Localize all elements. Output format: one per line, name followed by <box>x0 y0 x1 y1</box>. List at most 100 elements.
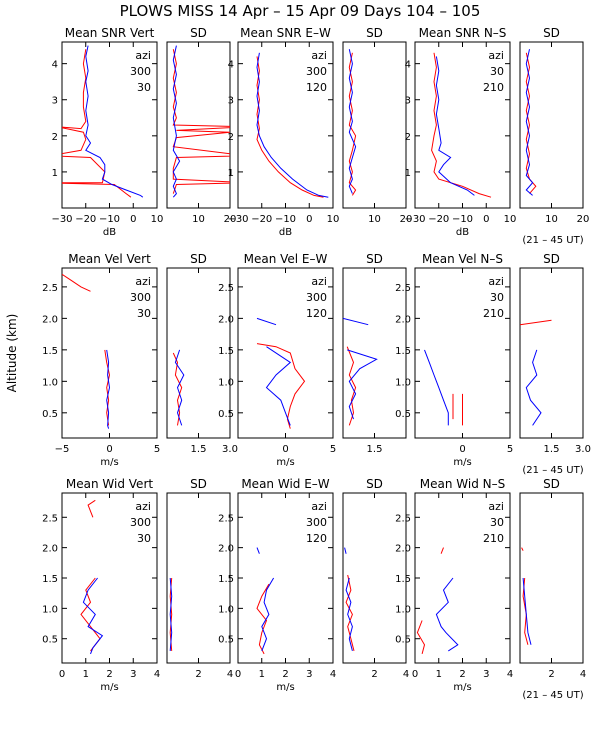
series-group <box>256 52 329 198</box>
series-line-210 <box>525 349 542 426</box>
x-tick-label: 1 <box>259 669 265 680</box>
panel-title: Mean Vel E–W <box>244 252 328 266</box>
y-tick-label: 4 <box>228 60 234 71</box>
x-axis-label: dB <box>279 227 292 238</box>
x-tick-label: 2 <box>548 669 554 680</box>
series-line-30 <box>525 52 537 194</box>
legend-entry-300: 300 <box>306 516 327 529</box>
panel-title: SD <box>366 26 383 40</box>
x-axis-label: dB <box>103 227 116 238</box>
panel-snr-ew-sd: SD 10 20 <box>342 26 413 225</box>
y-tick-label: 1.0 <box>218 377 234 388</box>
legend-title: azi <box>488 49 504 62</box>
y-tick-label: 1.0 <box>395 604 411 615</box>
panel-wid-ns-sd: SD 2 4 <box>519 477 586 680</box>
x-tick-label: −10 <box>99 214 120 225</box>
y-tick-label: 4 <box>52 60 58 71</box>
series-line-210 <box>435 577 459 652</box>
panel-title: Mean Wid E–W <box>241 477 329 491</box>
panel-title: SD <box>190 252 207 266</box>
panel-wid-ew-main: Mean Wid E–W 0 1 2 3 4 0.5 1.0 1.5 2.0 2.5 m/s azi 30… <box>218 477 336 693</box>
x-tick-label: 4 <box>330 669 336 680</box>
panel-snr-vert-sd: SD 10 20 <box>166 26 236 225</box>
legend-entry-120: 120 <box>306 532 327 545</box>
ut-note: (21 – 45 UT) <box>522 690 583 701</box>
x-tick-label: 3 <box>483 669 489 680</box>
x-tick-label: 5 <box>330 444 336 455</box>
series-group <box>80 499 104 655</box>
y-tick-label: 4 <box>405 60 411 71</box>
y-tick-label: 1 <box>405 168 411 179</box>
panel-wid-ew-sd: SD 2 4 <box>342 477 409 680</box>
x-tick-label: 3 <box>130 669 136 680</box>
x-tick-label: 4 <box>580 669 586 680</box>
legend-entry-300: 300 <box>130 65 151 78</box>
x-tick-label: 0 <box>483 214 489 225</box>
panel-wid-ns-main: Mean Wid N–S 0 1 2 3 4 0.5 1.0 1.5 2.0 2.5 m/s azi 30… <box>395 477 513 693</box>
x-tick-label: 4 <box>227 669 233 680</box>
series-line-30 <box>431 52 492 198</box>
series-line-300 <box>62 273 111 426</box>
x-tick-label: 4 <box>403 669 409 680</box>
x-tick-label: 0 <box>412 669 418 680</box>
y-tick-label: 3 <box>405 96 411 107</box>
y-tick-label: 2.0 <box>218 314 234 325</box>
x-tick-label: 20 <box>400 214 413 225</box>
series-line-120 <box>344 547 353 652</box>
y-tick-label: 0.5 <box>218 409 234 420</box>
x-tick-label: −10 <box>275 214 296 225</box>
series-line-300 <box>256 343 306 429</box>
series-line-120 <box>348 49 357 194</box>
x-tick-label: 3 <box>306 669 312 680</box>
y-tick-label: 2.0 <box>42 544 58 555</box>
x-tick-label: −5 <box>55 444 70 455</box>
series-line-210 <box>435 56 475 196</box>
panel-title: SD <box>190 26 207 40</box>
x-tick-label: 0 <box>306 214 312 225</box>
x-axis-label: m/s <box>276 457 294 468</box>
panel-vel-ns-main: Mean Vel N–S 0 5 0.5 1.0 1.5 2.0 2.5 m/s azi 30 210 <box>395 252 513 468</box>
x-tick-label: 0 <box>130 214 136 225</box>
legend-title: azi <box>135 275 151 288</box>
x-tick-label: 1 <box>83 669 89 680</box>
legend-entry-120: 120 <box>306 307 327 320</box>
x-tick-label: 10 <box>504 214 517 225</box>
y-tick-label: 1.5 <box>42 346 58 357</box>
series-line-120 <box>256 547 275 652</box>
series-group <box>62 45 144 198</box>
legend-entry-300: 300 <box>306 291 327 304</box>
x-tick-label: 3.0 <box>222 444 238 455</box>
series-line-120 <box>256 317 292 426</box>
series-group <box>172 45 230 198</box>
series-group <box>172 349 185 426</box>
series-group <box>348 49 357 196</box>
x-axis-label: m/s <box>100 682 118 693</box>
panel-title: SD <box>543 26 560 40</box>
panel-vel-ew-sd: SD 1.5 <box>342 252 407 455</box>
series-group <box>431 52 492 198</box>
series-line-300 <box>348 52 357 196</box>
series-line-120 <box>256 52 329 198</box>
x-tick-label: 0 <box>59 669 65 680</box>
panel-title: SD <box>366 477 383 491</box>
y-tick-label: 1.5 <box>395 574 411 585</box>
x-tick-label: 0 <box>282 444 288 455</box>
ut-note: (21 – 45 UT) <box>522 235 583 246</box>
x-tick-label: 2 <box>371 669 377 680</box>
panel-title: SD <box>190 477 207 491</box>
y-tick-label: 2.0 <box>395 314 411 325</box>
panel-title: Mean Wid N–S <box>420 477 505 491</box>
legend-entry-30: 30 <box>137 81 151 94</box>
y-tick-label: 1 <box>228 168 234 179</box>
y-tick-label: 2 <box>52 132 58 143</box>
x-tick-label: −20 <box>428 214 449 225</box>
series-line-30 <box>452 393 463 426</box>
legend-entry-300: 300 <box>130 291 151 304</box>
legend-entry-30: 30 <box>490 291 504 304</box>
legend-title: azi <box>135 49 151 62</box>
series-line-30 <box>85 45 144 198</box>
y-tick-label: 1.5 <box>42 574 58 585</box>
x-axis-label: m/s <box>100 457 118 468</box>
x-tick-label: −30 <box>404 214 425 225</box>
x-tick-label: 20 <box>577 214 590 225</box>
